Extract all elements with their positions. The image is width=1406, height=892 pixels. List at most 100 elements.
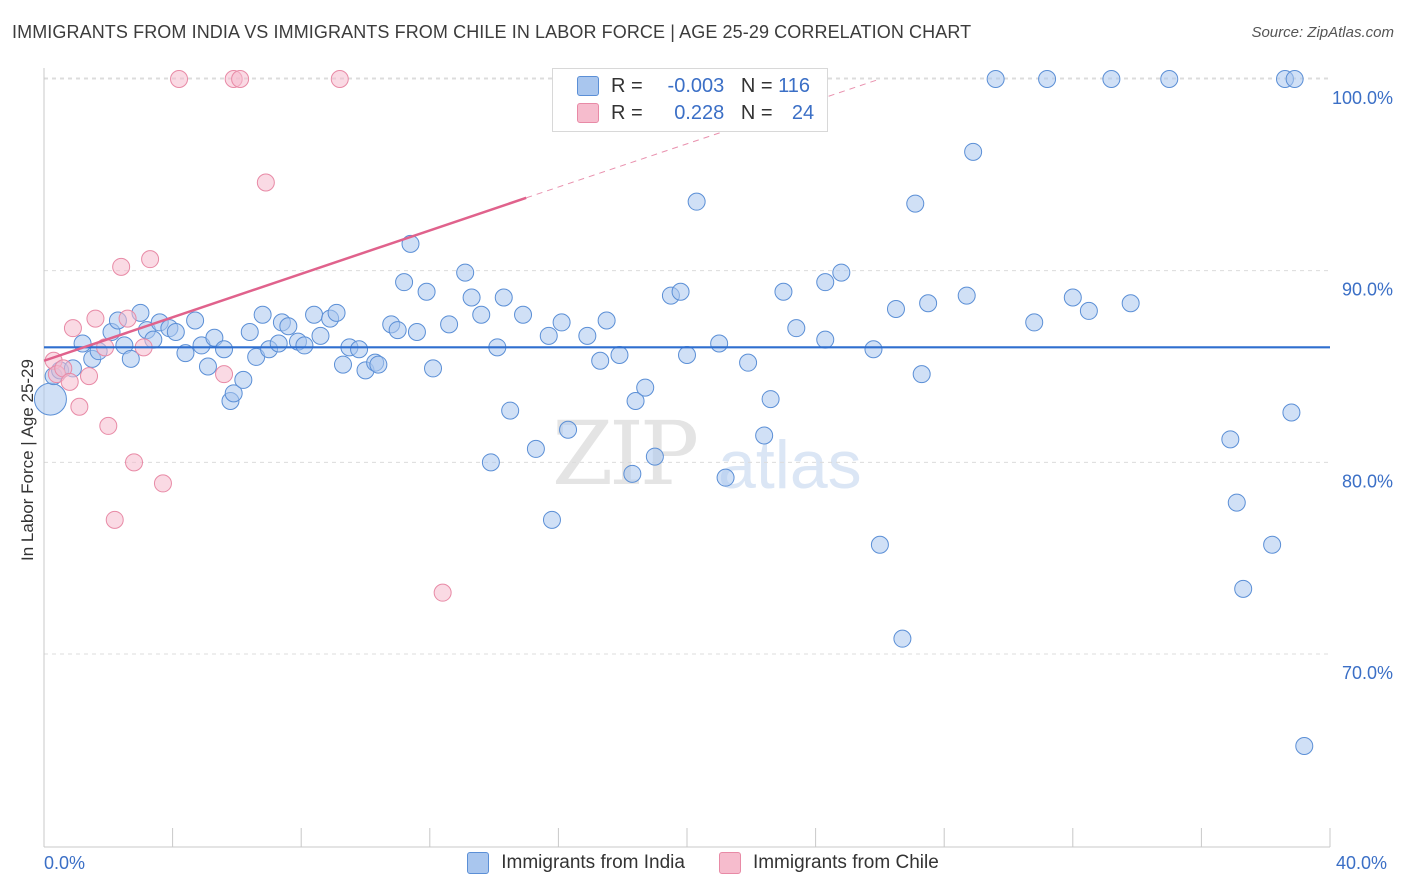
- chile-point: [86, 309, 105, 328]
- y-tick-label-80: 80.0%: [1342, 471, 1393, 491]
- india-point: [333, 355, 352, 374]
- india-point: [198, 357, 217, 376]
- chile-point: [99, 416, 118, 435]
- india-point: [623, 464, 642, 483]
- y-tick-label-70: 70.0%: [1342, 663, 1393, 683]
- india-point: [176, 344, 195, 363]
- india-point: [864, 340, 883, 359]
- chile-point: [330, 70, 349, 88]
- india-point: [424, 359, 443, 378]
- india-point: [591, 351, 610, 370]
- chile-point: [215, 365, 234, 384]
- chile-point: [125, 453, 144, 472]
- india-point: [774, 282, 793, 301]
- india-point: [1234, 579, 1253, 598]
- chile-point: [80, 367, 99, 386]
- india-point: [388, 321, 407, 340]
- india-point: [462, 288, 481, 307]
- india-point: [1102, 70, 1121, 88]
- x-tick-label-min: 0.0%: [44, 853, 86, 873]
- india-n-label: N =: [740, 74, 773, 97]
- y-tick-label-100: 100.0%: [1332, 88, 1393, 108]
- india-point: [906, 194, 925, 213]
- india-point: [893, 629, 912, 648]
- india-point: [816, 273, 835, 292]
- india-point: [787, 319, 806, 338]
- india-point: [350, 340, 369, 359]
- india-point: [1121, 294, 1140, 313]
- chile-point: [70, 397, 89, 416]
- india-point: [716, 468, 735, 487]
- india-point: [240, 323, 259, 341]
- chile-point: [141, 250, 160, 269]
- india-point: [215, 340, 234, 359]
- chile-trend-line: [43, 196, 527, 362]
- india-point: [552, 313, 571, 332]
- chile-n-value: 24: [791, 101, 815, 124]
- chile-n-label: N =: [740, 101, 773, 124]
- india-point: [279, 317, 298, 336]
- india-point: [407, 323, 426, 341]
- india-point: [269, 334, 288, 353]
- india-point: [494, 288, 513, 307]
- chile-point: [60, 372, 79, 391]
- india-point: [559, 420, 578, 439]
- india-point: [369, 355, 388, 374]
- india-point: [1221, 430, 1240, 449]
- india-point: [121, 349, 140, 368]
- india-point: [645, 447, 664, 466]
- series-legend: Immigrants from India Immigrants from Ch…: [0, 852, 1406, 874]
- watermark-atlas: atlas: [718, 427, 862, 503]
- india-point: [542, 510, 561, 529]
- india-point: [710, 334, 729, 353]
- india-point: [1160, 70, 1179, 88]
- india-point: [964, 142, 983, 161]
- india-point: [295, 336, 314, 355]
- watermark-zip: ZIP: [552, 402, 699, 505]
- stats-legend: R = -0.003 N = 116 R = 0.228 N = 24: [552, 68, 828, 132]
- india-point: [1282, 403, 1301, 422]
- india-r-value: -0.003: [667, 74, 725, 97]
- india-point: [166, 323, 185, 341]
- india-point: [919, 294, 938, 313]
- india-point: [912, 365, 931, 384]
- india-point: [33, 382, 67, 416]
- legend-item-india: Immigrants from India: [467, 852, 685, 874]
- india-point: [739, 353, 758, 372]
- india-point: [1263, 535, 1282, 554]
- india-point: [626, 392, 645, 410]
- india-point: [395, 273, 414, 292]
- legend-india-label: Immigrants from India: [501, 852, 685, 873]
- india-point: [311, 326, 330, 345]
- source-note: Source: ZipAtlas.com: [1251, 24, 1394, 41]
- india-point: [305, 305, 324, 324]
- chile-point: [118, 309, 137, 328]
- legend-row-india: R = -0.003 N = 116: [577, 73, 810, 99]
- india-point: [886, 300, 905, 318]
- chile-point: [63, 319, 82, 338]
- legend-chile-swatch: [718, 852, 741, 874]
- india-point: [957, 286, 976, 305]
- india-point: [501, 401, 520, 420]
- india-point: [761, 390, 780, 409]
- india-point: [514, 305, 533, 324]
- india-point: [1285, 70, 1304, 88]
- india-point: [816, 330, 835, 349]
- india-point: [578, 326, 597, 345]
- india-point: [678, 346, 696, 364]
- india-point: [671, 282, 690, 301]
- chile-point: [256, 173, 275, 192]
- x-tick-label-max: 40.0%: [1336, 853, 1388, 873]
- india-point: [186, 311, 205, 330]
- chile-point: [433, 583, 452, 602]
- legend-row-chile: R = 0.228 N = 24: [577, 100, 814, 126]
- legend-chile-label: Immigrants from Chile: [752, 852, 939, 873]
- chile-point: [231, 70, 250, 88]
- india-point: [539, 326, 558, 345]
- india-point: [755, 426, 774, 445]
- india-point: [1079, 301, 1098, 320]
- chile-r-value: 0.228: [674, 101, 725, 124]
- legend-india-swatch: [467, 852, 490, 874]
- india-point: [526, 439, 545, 458]
- chile-point: [170, 70, 189, 88]
